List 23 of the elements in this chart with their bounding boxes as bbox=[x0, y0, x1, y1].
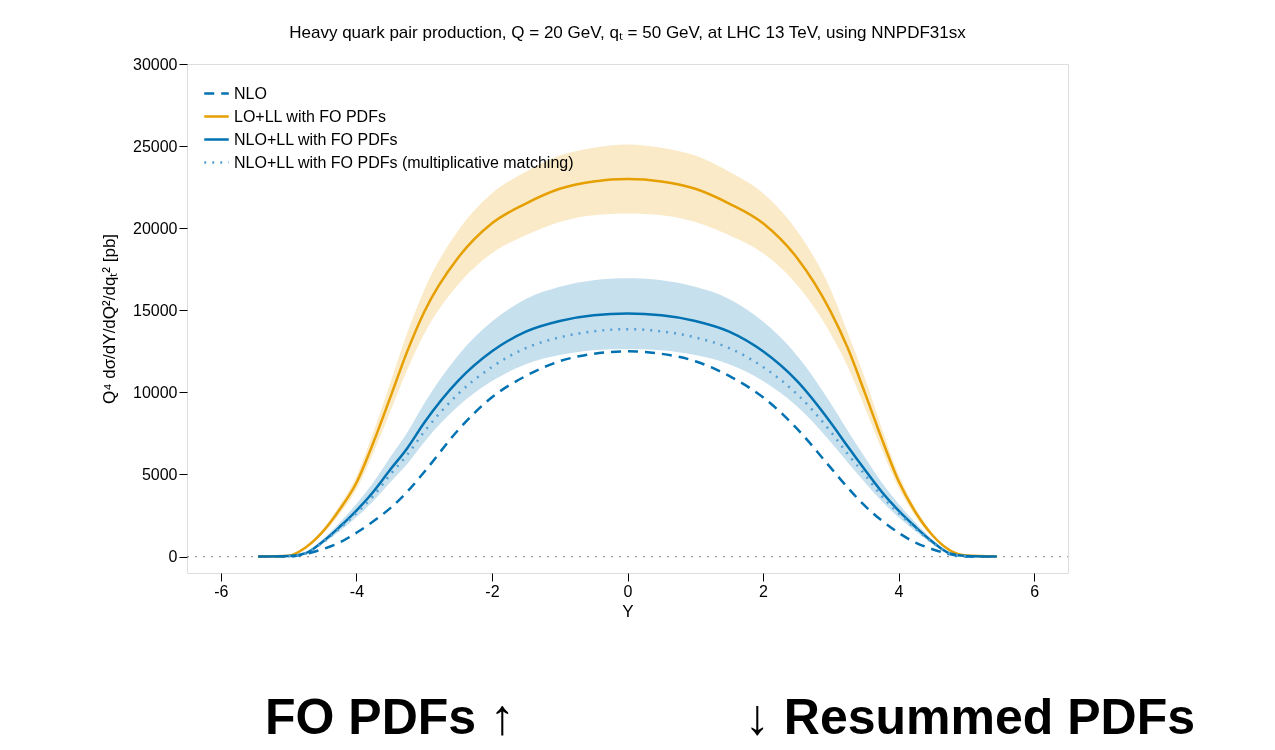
chart-title: Heavy quark pair production, Q = 20 GeV, qₜ = 50 GeV, at LHC 13 TeV, using NNPDF31sx bbox=[289, 23, 967, 42]
y-tick-label: 5000 bbox=[141, 465, 178, 483]
legend-label: NLO+LL with FO PDFs bbox=[234, 130, 398, 148]
x-tick-label: 0 bbox=[623, 582, 633, 600]
x-tick-label: -2 bbox=[485, 582, 500, 600]
legend-label: NLO bbox=[234, 84, 267, 102]
text: FO PDFs ↑ bbox=[264, 689, 516, 745]
legend-label: LO+LL with FO PDFs bbox=[234, 107, 386, 125]
y-tick-label: 20000 bbox=[133, 219, 178, 237]
x-tick-label: -6 bbox=[214, 582, 229, 600]
y-tick-label: 25000 bbox=[133, 137, 178, 155]
y-tick-label: 30000 bbox=[133, 55, 178, 73]
x-tick-label: 4 bbox=[894, 582, 904, 600]
x-axis-title: Y bbox=[622, 601, 634, 621]
y-tick-label: 0 bbox=[168, 548, 178, 566]
y-tick-label: 10000 bbox=[133, 383, 178, 401]
x-tick-label: 2 bbox=[759, 582, 769, 600]
legend-label: NLO+LL with FO PDFs (multiplicative matching) bbox=[234, 153, 574, 171]
x-tick-label: -4 bbox=[349, 582, 365, 600]
text: ↓ Resummed PDFs bbox=[744, 689, 1196, 745]
y-tick-label: 15000 bbox=[133, 301, 178, 319]
y-axis-title: Q⁴ dσ/dY/dQ²/dqₜ² [pb] bbox=[100, 233, 120, 405]
x-tick-label: 6 bbox=[1030, 582, 1040, 600]
